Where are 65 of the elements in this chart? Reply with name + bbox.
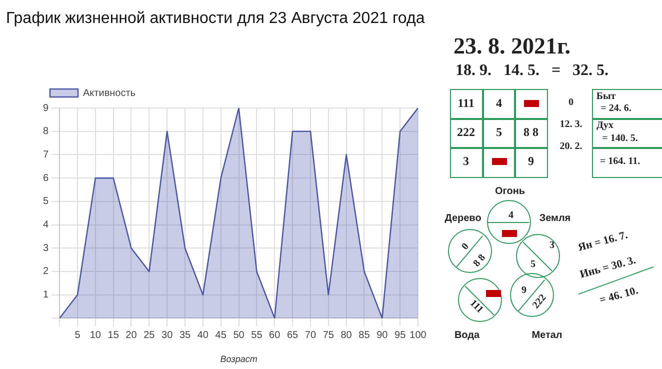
text: Дерево [444,213,482,224]
y-tick-label: 5 [43,196,49,208]
text: 4 [496,96,502,110]
text: = 164. 11. [600,156,640,167]
text: 0 [460,241,472,252]
y-tick-label: 8 [43,126,49,138]
y-tick-label: 3 [43,242,49,254]
text: Ян = 16. 7. [576,229,629,254]
text: Огонь [494,186,526,197]
text: 5 [530,259,536,270]
y-tick-label: 9 [43,102,49,114]
x-axis-title: Возраст [220,354,258,364]
text: 9 [528,154,534,168]
text: 222 [530,292,549,311]
x-tick-label: 70 [304,330,316,341]
text: = 24. 6. [600,103,632,114]
text: 4 [508,210,514,221]
x-tick-label: 50 [233,330,245,341]
text: 3 [550,240,554,251]
x-tick-label: 20 [126,330,138,341]
text: 8 8 [524,125,538,139]
x-tick-label: 55 [251,330,263,341]
text: Быт [596,91,616,102]
y-tick-label: 7 [43,149,49,160]
y-tick-label: 2 [43,266,49,278]
chart-title: График жизненной активности для 23 Августа 2021 года [6,10,425,28]
text: 3 [463,154,469,168]
x-tick-label: 90 [376,330,388,341]
text: Вода [454,330,480,341]
x-tick-label: 75 [322,330,334,341]
x-tick-label: 30 [162,330,174,341]
text: 20. 2. [560,141,582,152]
x-tick-label: 100 [410,330,427,341]
x-tick-label: 45 [215,330,227,341]
x-tick-label: 35 [179,330,192,341]
legend-label: Активность [83,88,136,99]
x-tick-label: 25 [144,330,156,341]
text: Земля [539,213,571,224]
x-tick-label: 5 [74,330,81,341]
x-tick-label: 10 [90,330,102,341]
x-tick-label: 40 [197,330,209,341]
text: 5 [496,125,502,139]
x-tick-label: 80 [340,330,352,341]
x-tick-label: 60 [269,330,281,341]
text: = 46. 10. [598,284,640,306]
x-tick-label: 95 [394,330,406,341]
text: 8 8 [471,252,488,269]
text: Дух [596,120,614,131]
x-tick-label: 15 [108,330,120,341]
y-tick-label: 1 [43,290,49,301]
y-tick-label: 4 [43,220,49,231]
text: 23. 8. 2021г. [453,34,571,58]
text: = 140. 5. [602,133,638,144]
text: Инь = 30. 3. [578,254,638,281]
x-tick-label: 65 [286,330,299,341]
x-tick-label: 85 [358,330,370,341]
text: 111 [468,298,486,316]
text: 111 [458,96,474,110]
text: 12. 3. [560,119,582,130]
text: 9 [522,285,526,296]
text: 18. 9. 14. 5. = 32. 5. [455,62,609,79]
text: 222 [457,125,475,139]
y-tick-label: 6 [43,172,49,184]
text: Метал [532,330,562,341]
text: 0 [568,97,574,108]
